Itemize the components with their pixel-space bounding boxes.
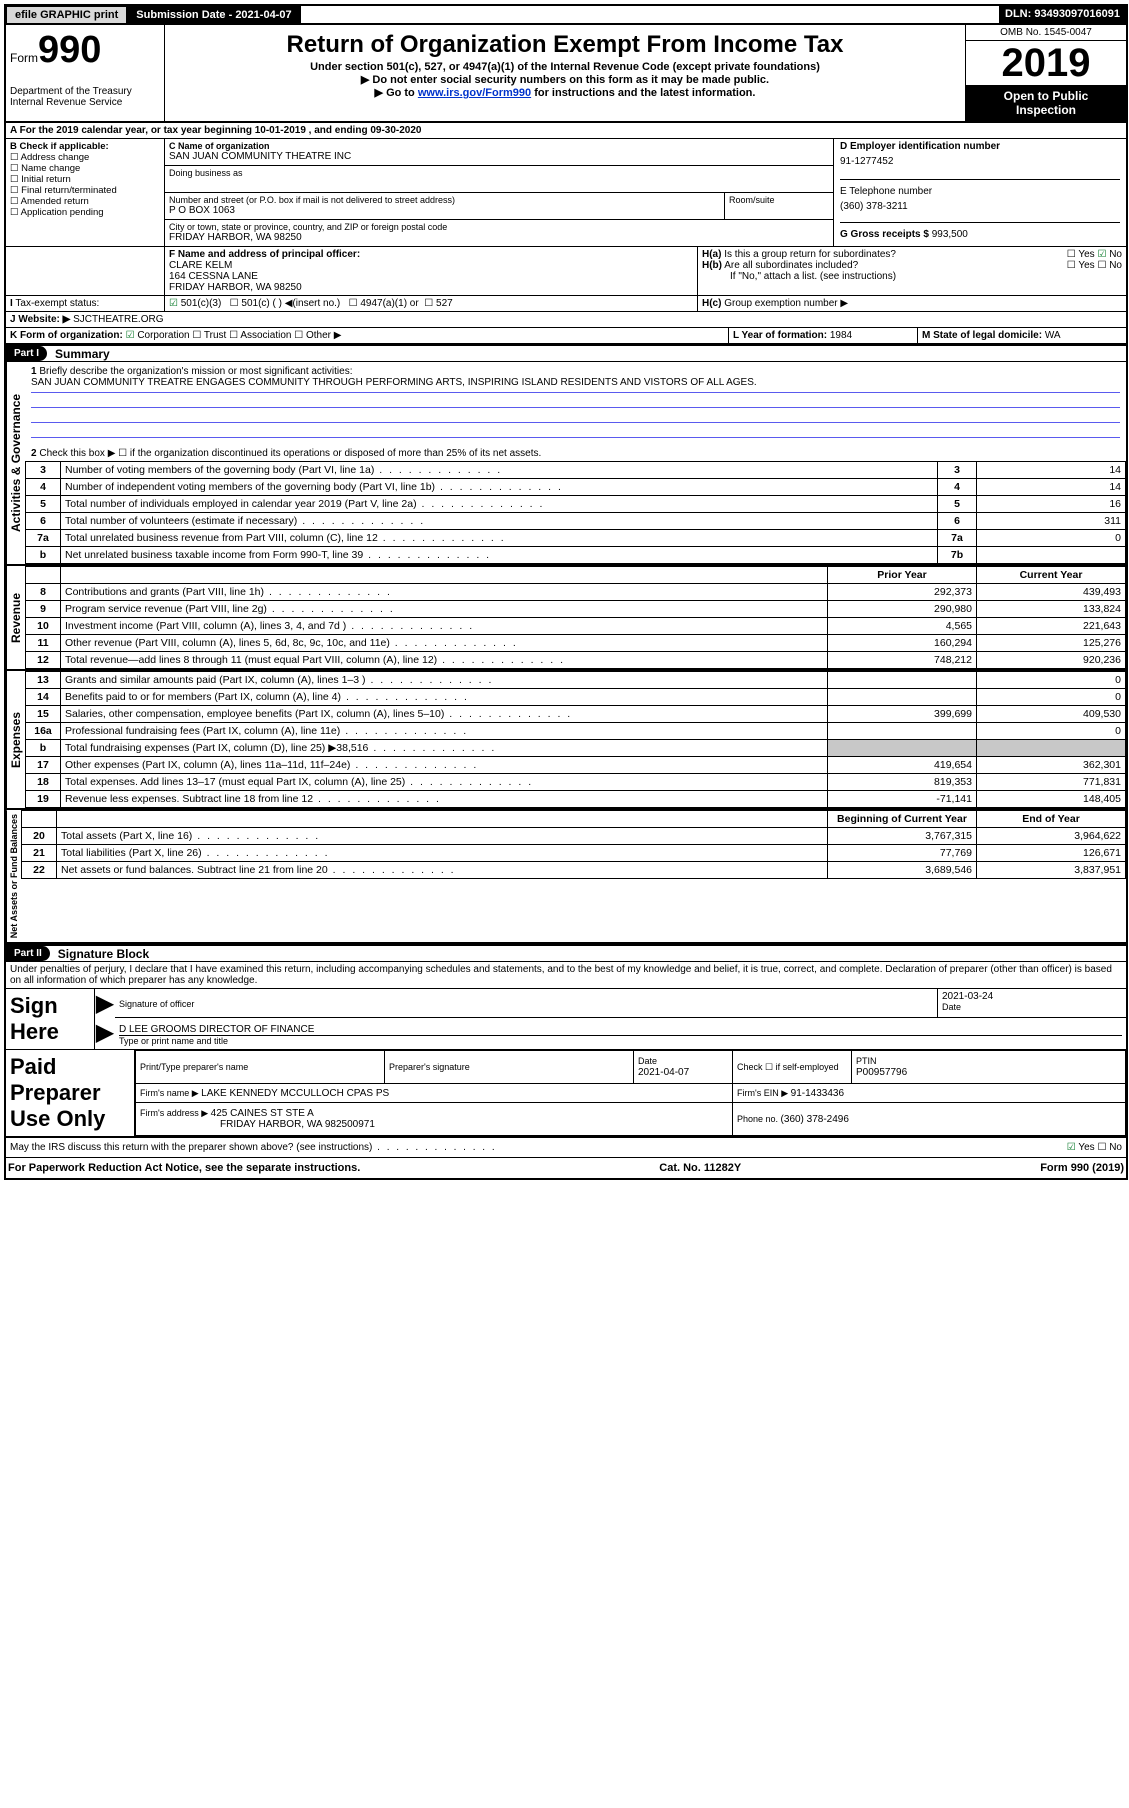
- domicile: WA: [1045, 330, 1061, 341]
- chk-discuss-yes[interactable]: Yes: [1067, 1142, 1095, 1153]
- form-number: 990: [38, 29, 101, 71]
- prep-date: 2021-04-07: [638, 1067, 689, 1078]
- governance-table: 3Number of voting members of the governi…: [25, 461, 1126, 564]
- revenue-table: Prior YearCurrent Year 8Contributions an…: [25, 566, 1126, 669]
- section-fh: F Name and address of principal officer:…: [6, 247, 1126, 296]
- omb-number: OMB No. 1545-0047: [966, 25, 1126, 41]
- mission-text: SAN JUAN COMMUNITY TREATRE ENGAGES COMMU…: [31, 377, 757, 388]
- column-c: C Name of organization SAN JUAN COMMUNIT…: [165, 139, 833, 246]
- paid-preparer-block: Paid Preparer Use Only Print/Type prepar…: [6, 1050, 1126, 1138]
- subtitle-1: Under section 501(c), 527, or 4947(a)(1)…: [169, 61, 961, 73]
- gross-receipts: 993,500: [932, 229, 968, 240]
- org-city: FRIDAY HARBOR, WA 98250: [169, 232, 829, 243]
- sidelabel-expenses: Expenses: [6, 671, 25, 808]
- page-footer: For Paperwork Reduction Act Notice, see …: [6, 1157, 1126, 1178]
- chk-discuss-no[interactable]: No: [1097, 1142, 1122, 1153]
- submission-date: Submission Date - 2021-04-07: [127, 6, 300, 24]
- column-de: D Employer identification number 91-1277…: [833, 139, 1126, 246]
- top-bar: efile GRAPHIC print Submission Date - 20…: [6, 6, 1126, 25]
- chk-pending[interactable]: Application pending: [10, 207, 160, 218]
- chk-address[interactable]: Address change: [10, 152, 160, 163]
- chk-corp[interactable]: Corporation: [126, 330, 190, 341]
- expenses-section: Expenses 13Grants and similar amounts pa…: [6, 671, 1126, 810]
- irs-link[interactable]: www.irs.gov/Form990: [418, 87, 531, 99]
- part1-header: Part ISummary: [6, 344, 1126, 362]
- chk-name[interactable]: Name change: [10, 163, 160, 174]
- chk-501c3[interactable]: 501(c)(3): [169, 298, 221, 309]
- org-name: SAN JUAN COMMUNITY THEATRE INC: [169, 151, 829, 162]
- line-klm: K Form of organization: Corporation Trus…: [6, 328, 1126, 344]
- officer-print: D LEE GROOMS DIRECTOR OF FINANCE: [119, 1024, 314, 1035]
- expenses-table: 13Grants and similar amounts paid (Part …: [25, 671, 1126, 808]
- ptin: P00957796: [856, 1067, 907, 1078]
- activities-governance: Activities & Governance 1 Briefly descri…: [6, 362, 1126, 566]
- firm-addr2: FRIDAY HARBOR, WA 982500971: [140, 1119, 375, 1130]
- discuss-line: May the IRS discuss this return with the…: [6, 1138, 1126, 1157]
- form-title: Return of Organization Exempt From Incom…: [169, 31, 961, 59]
- revenue-section: Revenue Prior YearCurrent Year 8Contribu…: [6, 566, 1126, 671]
- line-j: J Website: ▶ SJCTHEATRE.ORG: [6, 312, 1126, 328]
- firm-ein: 91-1433436: [791, 1088, 844, 1099]
- column-b: B Check if applicable: Address change Na…: [6, 139, 165, 246]
- form-990-page: efile GRAPHIC print Submission Date - 20…: [4, 4, 1128, 1180]
- subtitle-2: Do not enter social security numbers on …: [169, 73, 961, 86]
- sidelabel-governance: Activities & Governance: [6, 362, 25, 564]
- paid-preparer-label: Paid Preparer Use Only: [6, 1050, 135, 1136]
- line-i: I Tax-exempt status: 501(c)(3) 501(c) ( …: [6, 296, 1126, 312]
- perjury-declaration: Under penalties of perjury, I declare th…: [6, 962, 1126, 988]
- net-assets-section: Net Assets or Fund Balances Beginning of…: [6, 810, 1126, 944]
- chk-final[interactable]: Final return/terminated: [10, 185, 160, 196]
- firm-phone: (360) 378-2496: [781, 1114, 849, 1125]
- sig-date: 2021-03-24: [942, 991, 993, 1002]
- phone: (360) 378-3211: [840, 201, 1120, 212]
- ein: 91-1277452: [840, 156, 1120, 167]
- irs-label: Internal Revenue Service: [10, 97, 160, 108]
- firm-addr1: 425 CAINES ST STE A: [211, 1108, 314, 1119]
- net-table: Beginning of Current YearEnd of Year 20T…: [21, 810, 1126, 879]
- dln: DLN: 93493097016091: [999, 6, 1126, 24]
- sidelabel-net: Net Assets or Fund Balances: [6, 810, 21, 942]
- year-formation: 1984: [830, 330, 852, 341]
- tax-year: 2019: [966, 41, 1126, 85]
- chk-self-employed[interactable]: Check ☐ if self-employed: [737, 1062, 839, 1072]
- chk-amended[interactable]: Amended return: [10, 196, 160, 207]
- sidelabel-revenue: Revenue: [6, 566, 25, 669]
- sign-here-block: Sign Here ▶ Signature of officer 2021-03…: [6, 988, 1126, 1050]
- form-header: Form990 Department of the Treasury Inter…: [6, 25, 1126, 123]
- efile-button[interactable]: efile GRAPHIC print: [6, 6, 127, 24]
- org-address: P O BOX 1063: [169, 205, 720, 216]
- firm-name: LAKE KENNEDY MCCULLOCH CPAS PS: [201, 1088, 389, 1099]
- dept-treasury: Department of the Treasury: [10, 86, 160, 97]
- line-a: A For the 2019 calendar year, or tax yea…: [6, 123, 1126, 138]
- website: SJCTHEATRE.ORG: [73, 314, 163, 325]
- officer-name: CLARE KELM: [169, 260, 693, 271]
- section-bcd: B Check if applicable: Address change Na…: [6, 139, 1126, 247]
- form-label: Form: [10, 51, 38, 65]
- sign-here-label: Sign Here: [6, 989, 95, 1049]
- chk-initial[interactable]: Initial return: [10, 174, 160, 185]
- part2-header: Part IISignature Block: [6, 944, 1126, 962]
- open-inspection: Open to PublicInspection: [966, 85, 1126, 121]
- subtitle-3: Go to www.irs.gov/Form990 for instructio…: [169, 86, 961, 99]
